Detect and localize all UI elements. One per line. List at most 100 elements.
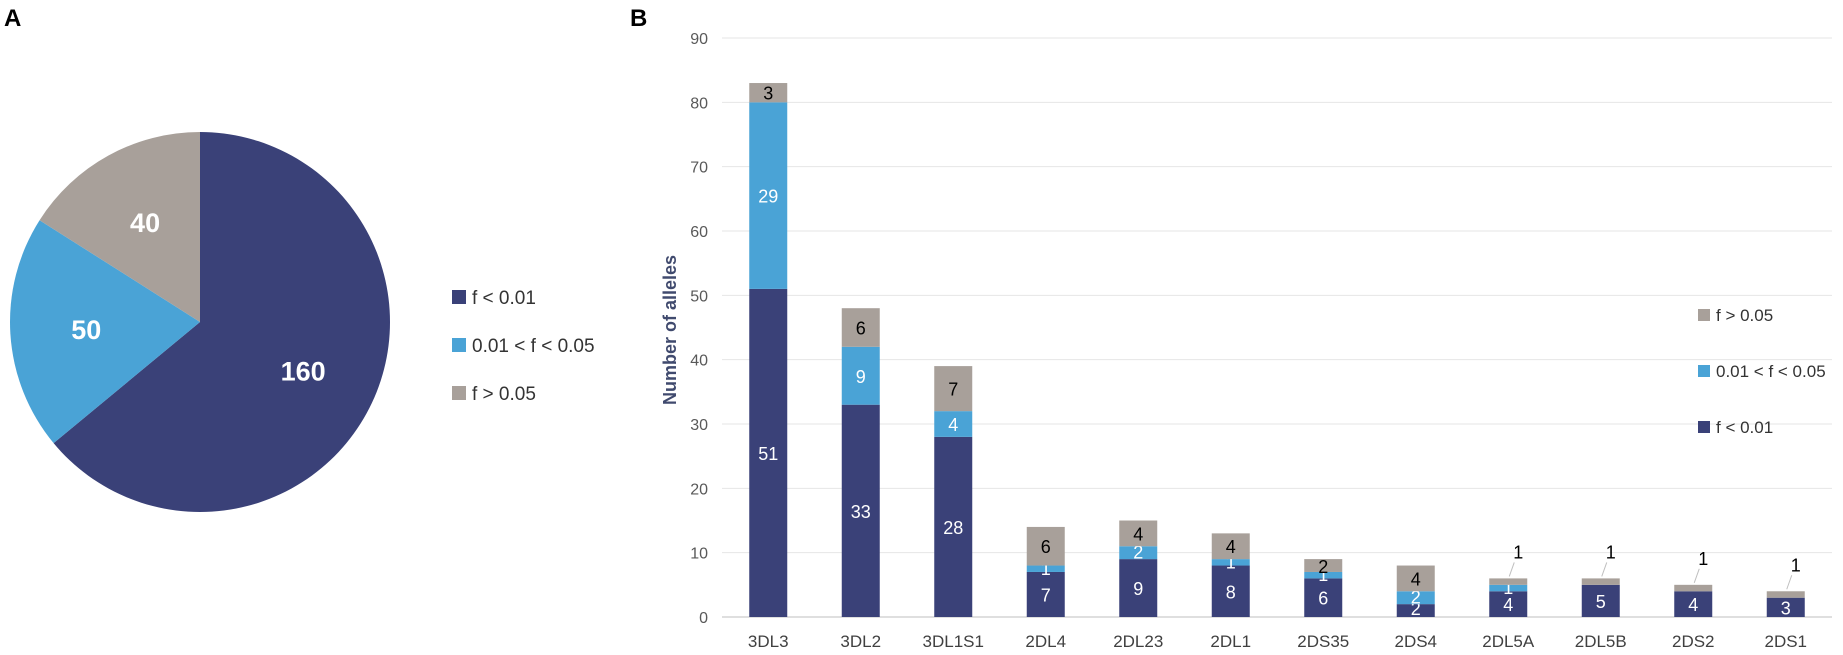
pie-legend-label-f-0-01: f < 0.01 xyxy=(472,288,536,309)
bar-3dl1s1-f-0-01 xyxy=(934,436,973,617)
pie-slice-0-01-f-0-05 xyxy=(10,220,201,444)
bar-2ds1-f-0-05 xyxy=(1766,591,1805,598)
bar-2ds35-0-01-f-0-05 xyxy=(1304,571,1343,579)
y-axis-label: Number of alleles xyxy=(660,255,680,405)
x-tick-2ds2: 2DS2 xyxy=(1672,632,1715,651)
x-tick-2ds4: 2DS4 xyxy=(1394,632,1437,651)
bar-label-3dl1s1-f-0-01: 28 xyxy=(943,518,963,538)
leader-line-2dl5a xyxy=(1508,562,1515,577)
y-tick-10: 10 xyxy=(690,546,708,563)
bar-label-2dl5a-f-0-01: 4 xyxy=(1503,595,1513,615)
bar-label-2ds1-f-0-01: 3 xyxy=(1781,598,1791,618)
bar-3dl2-0-01-f-0-05 xyxy=(841,346,880,405)
bar-legend: f > 0.05 0.01 < f < 0.05 f < 0.01 xyxy=(1698,306,1826,437)
bar-label-2dl23-0-01-f-0-05: 2 xyxy=(1133,543,1143,563)
pie-legend-swatch-f-0-05 xyxy=(452,386,466,400)
bar-label-2ds2-f-0-01: 4 xyxy=(1688,595,1698,615)
bar-label-2ds35-f-0-05: 2 xyxy=(1318,557,1328,577)
bar-2ds4-0-01-f-0-05 xyxy=(1396,591,1435,605)
y-tick-90: 90 xyxy=(690,31,708,48)
pie-slice-f-0-01 xyxy=(53,132,391,513)
bar-2ds4-f-0-05 xyxy=(1396,565,1435,592)
bar-label-2ds4-0-01-f-0-05: 2 xyxy=(1411,588,1421,608)
gridlines xyxy=(722,37,1832,618)
y-tick-60: 60 xyxy=(690,224,708,241)
bar-label-3dl2-f-0-01: 33 xyxy=(851,502,871,522)
bar-2dl5a-f-0-05 xyxy=(1489,578,1528,585)
bar-3dl2-f-0-05 xyxy=(841,308,880,347)
bar-2dl1-0-01-f-0-05 xyxy=(1211,559,1250,566)
pie-label-f-0-01: 160 xyxy=(281,357,326,387)
x-tick-3dl2: 3DL2 xyxy=(840,632,881,651)
bar-legend-swatch-0-01-f-0-05 xyxy=(1698,365,1710,377)
bar-2dl5a-0-01-f-0-05 xyxy=(1489,584,1528,592)
bar-3dl3-0-01-f-0-05 xyxy=(749,102,788,289)
pie-legend-swatch-f-0-01 xyxy=(452,290,466,304)
bar-label-3dl3-0-01-f-0-05: 29 xyxy=(758,187,778,207)
pie-legend-label-f-0-05: f > 0.05 xyxy=(472,384,536,405)
pie-legend-label-0-01-f-0-05: 0.01 < f < 0.05 xyxy=(472,336,595,357)
bar-3dl3-f-0-05 xyxy=(749,83,788,103)
y-tick-40: 40 xyxy=(690,353,708,370)
bar-label-2ds2-f-0-05: 1 xyxy=(1698,549,1708,569)
bar-2dl23-0-01-f-0-05 xyxy=(1119,546,1158,560)
y-tick-0: 0 xyxy=(699,610,708,627)
bar-2dl23-f-0-05 xyxy=(1119,520,1158,547)
bar-legend-swatch-f-0-05 xyxy=(1698,309,1710,321)
bar-label-3dl1s1-f-0-05: 7 xyxy=(948,380,958,400)
bar-2dl23-f-0-01 xyxy=(1119,559,1158,617)
bar-label-2ds35-0-01-f-0-05: 1 xyxy=(1318,565,1328,585)
bar-2dl4-f-0-01 xyxy=(1026,571,1065,617)
y-tick-20: 20 xyxy=(690,481,708,498)
bar-legend-swatch-f-0-01 xyxy=(1698,421,1710,433)
y-tick-30: 30 xyxy=(690,417,708,434)
x-tick-2ds35: 2DS35 xyxy=(1297,632,1349,651)
bar-label-2dl1-f-0-05: 4 xyxy=(1226,537,1236,557)
bar-label-2dl1-0-01-f-0-05: 1 xyxy=(1226,552,1236,572)
bar-3dl1s1-0-01-f-0-05 xyxy=(934,411,973,437)
pie-chart: 160 50 40 xyxy=(10,132,391,513)
x-tick-2dl5a: 2DL5A xyxy=(1482,632,1535,651)
x-tick-2ds1: 2DS1 xyxy=(1764,632,1807,651)
bar-2dl4-0-01-f-0-05 xyxy=(1026,565,1065,572)
bar-legend-label-f-0-05: f > 0.05 xyxy=(1716,306,1773,325)
bar-3dl1s1-f-0-05 xyxy=(934,366,973,412)
y-axis-ticks: 0 10 20 30 40 50 60 70 80 90 xyxy=(690,31,708,627)
bar-label-2ds35-f-0-01: 6 xyxy=(1318,589,1328,609)
pie-legend-swatch-0-01-f-0-05 xyxy=(452,338,466,352)
bar-label-3dl1s1-0-01-f-0-05: 4 xyxy=(948,415,958,435)
leader-line-2dl5b xyxy=(1601,562,1608,577)
bar-label-2dl5b-f-0-05: 1 xyxy=(1606,542,1616,562)
bar-2ds2-f-0-01 xyxy=(1674,591,1713,617)
panel-b-label: B xyxy=(630,5,647,32)
pie-label-f-0-05: 40 xyxy=(130,208,160,238)
leader-line-2ds1 xyxy=(1786,575,1793,590)
y-tick-80: 80 xyxy=(690,95,708,112)
bar-label-2dl5b-f-0-01: 5 xyxy=(1596,592,1606,612)
bar-2ds35-f-0-05 xyxy=(1304,559,1343,572)
bar-label-3dl2-0-01-f-0-05: 9 xyxy=(856,367,866,387)
pie-slice-f-0-05 xyxy=(39,132,200,322)
bar-2dl5a-f-0-01 xyxy=(1489,591,1528,617)
bar-3dl2-f-0-01 xyxy=(841,404,880,617)
bar-label-2dl4-0-01-f-0-05: 1 xyxy=(1041,559,1051,579)
bar-2ds4-f-0-01 xyxy=(1396,604,1435,617)
bar-label-2ds4-f-0-05: 4 xyxy=(1411,569,1421,589)
bar-label-3dl3-f-0-05: 3 xyxy=(763,84,773,104)
bar-label-2dl23-f-0-01: 9 xyxy=(1133,579,1143,599)
y-tick-50: 50 xyxy=(690,288,708,305)
bar-2dl1-f-0-01 xyxy=(1211,565,1250,617)
pie-legend: f < 0.01 0.01 < f < 0.05 f > 0.05 xyxy=(452,288,595,405)
x-axis-ticks: 3DL3 3DL2 3DL1S1 2DL4 2DL23 2DL1 2DS35 2DS4 2DL5… xyxy=(748,632,1807,651)
bar-2dl1-f-0-05 xyxy=(1211,533,1250,560)
bar-label-2dl4-f-0-01: 7 xyxy=(1041,585,1051,605)
bar-label-2ds1-f-0-05: 1 xyxy=(1791,555,1801,575)
bar-label-2dl4-f-0-05: 6 xyxy=(1041,537,1051,557)
y-tick-70: 70 xyxy=(690,160,708,177)
bar-2ds1-f-0-01 xyxy=(1766,597,1805,617)
bar-label-2dl5a-0-01-f-0-05: 1 xyxy=(1503,578,1513,598)
bar-label-3dl2-f-0-05: 6 xyxy=(856,319,866,339)
bar-label-2dl23-f-0-05: 4 xyxy=(1133,524,1143,544)
